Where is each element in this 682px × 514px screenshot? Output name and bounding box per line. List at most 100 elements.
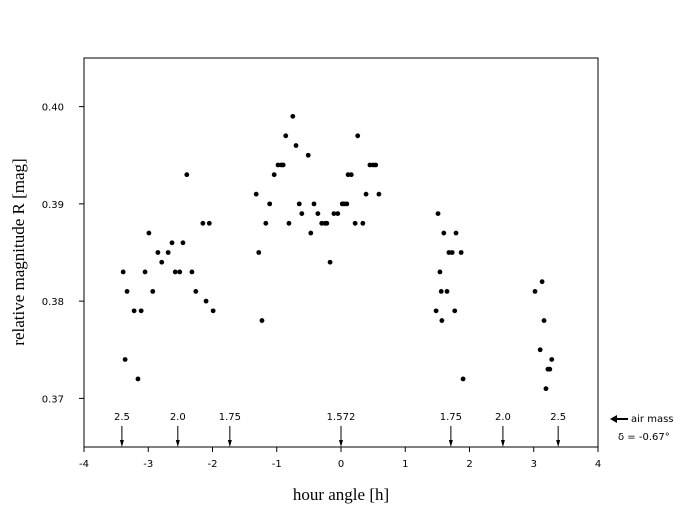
air-mass-marker-head [339,440,343,447]
declination-label: δ = -0.67° [618,432,670,443]
air-mass-marker-label: 2.5 [550,412,566,423]
data-point [135,376,141,382]
data-point [355,133,361,139]
air-mass-marker-label: 1.572 [327,412,356,423]
data-point [293,143,299,148]
x-tick-label: -2 [208,459,218,470]
data-point [184,172,190,178]
data-point [120,269,126,275]
data-point [206,220,212,226]
x-tick-label: -3 [143,459,153,470]
y-tick-label: 0.40 [42,103,64,114]
data-point [165,250,171,255]
data-point [259,318,265,323]
data-point [263,220,269,226]
data-point [200,220,206,226]
air-mass-marker-label: 1.75 [440,412,462,423]
x-tick-label: 4 [595,459,601,470]
x-axis-label: hour angle [h] [293,485,389,504]
y-tick-label: 0.38 [42,297,64,308]
data-point [286,220,292,226]
data-point [547,366,553,372]
data-point [543,386,549,392]
y-axis-label: relative magnitude R [mag] [9,158,28,345]
air-mass-marker-label: 1.75 [219,412,241,423]
data-point [138,308,144,314]
data-point [344,201,350,207]
air-mass-marker-head [500,440,505,447]
data-point [437,269,443,275]
data-point [290,113,296,119]
data-point [146,230,152,236]
data-point [253,191,259,197]
data-point [159,259,165,265]
air-mass-label: air mass [631,414,674,425]
data-point [539,279,545,285]
air-mass-marker-head [227,440,232,447]
data-point [537,347,543,353]
data-point [177,269,183,275]
x-tick-label: 0 [338,459,344,470]
data-point [532,289,538,294]
data-point [324,220,330,226]
data-point [193,289,199,294]
y-tick-label: 0.39 [42,200,64,211]
air-mass-marker-head [448,440,453,447]
data-point [435,211,441,217]
data-point [311,201,317,207]
data-point [376,191,382,197]
data-point [172,269,178,275]
data-point [155,250,161,255]
plot-frame [83,57,599,448]
data-point [180,240,186,246]
air-mass-marker-label: 2.5 [114,412,130,423]
air-mass-marker-head [556,440,561,447]
data-point [124,289,130,294]
air-mass-marker-head [175,440,180,447]
data-point [150,289,156,294]
data-point [308,230,314,236]
data-point [189,269,195,275]
data-point [305,152,311,158]
data-point [433,308,439,314]
y-tick-label: 0.37 [42,394,64,405]
air-mass-marker-head [119,440,124,447]
data-point [271,172,277,178]
x-tick-label: 2 [466,459,472,470]
data-point [267,201,273,207]
x-tick-label: -4 [79,459,89,470]
data-point [299,211,305,217]
data-point [315,211,321,217]
data-point [296,201,302,207]
data-point [131,308,137,314]
air-mass-marker-label: 2.0 [170,412,186,423]
data-point [283,133,289,139]
data-point [256,250,262,255]
data-point [458,250,464,255]
data-point [439,318,445,323]
data-point [280,162,286,168]
data-point [438,289,444,294]
data-point [327,259,333,265]
data-point [541,318,547,323]
data-point [444,289,450,294]
data-point [360,220,366,226]
x-tick-label: 1 [402,459,408,470]
data-point [352,220,358,226]
data-point [363,191,369,197]
x-tick-label: 3 [531,459,537,470]
data-point [122,357,128,362]
data-point [441,230,447,236]
data-point [549,357,555,362]
data-point [449,250,455,255]
data-point [203,298,209,304]
data-point [452,308,458,314]
data-point [373,162,379,168]
data-point [453,230,459,236]
x-tick-label: -1 [272,459,282,470]
data-point [142,269,148,275]
data-point [210,308,216,314]
air-mass-marker-label: 2.0 [495,412,511,423]
data-point [348,172,354,178]
